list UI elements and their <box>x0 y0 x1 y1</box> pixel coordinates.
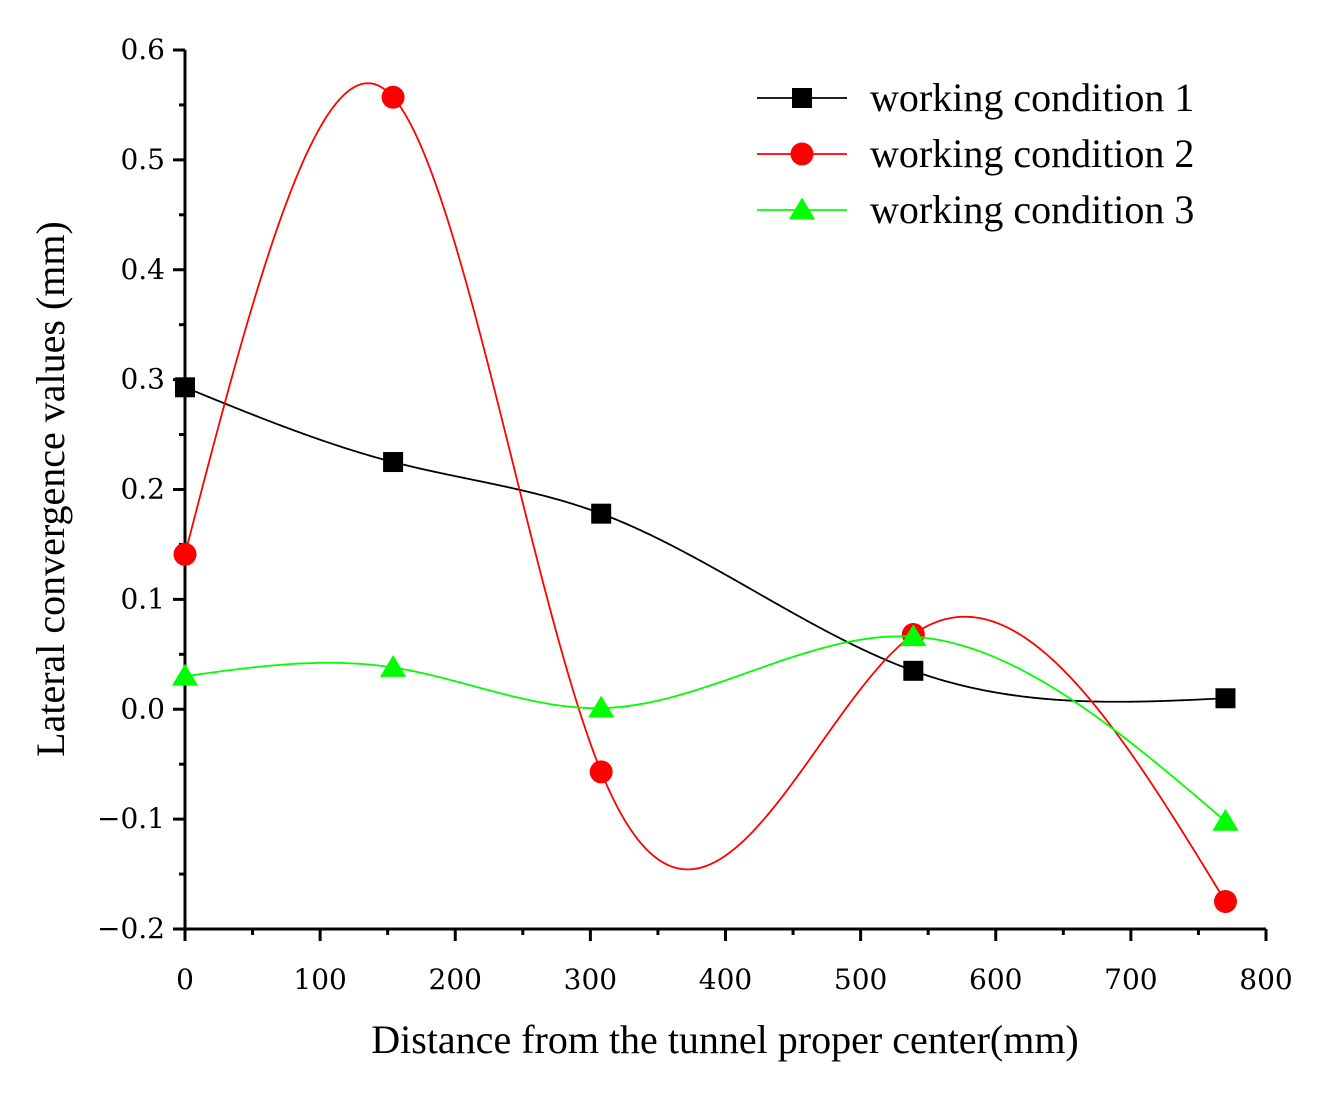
series-1-point <box>383 452 404 473</box>
x-tick-label: 100 <box>293 963 346 996</box>
legend: working condition 1 working condition 2 wo… <box>757 75 1194 232</box>
y-tick-label: 0.0 <box>120 692 165 725</box>
y-tick-label: 0.6 <box>120 33 165 66</box>
legend-label: working condition 1 <box>870 75 1194 120</box>
series-3-point <box>588 695 615 718</box>
x-tick-label: 400 <box>699 963 752 996</box>
x-tick-label: 600 <box>969 963 1022 996</box>
series-3-point <box>171 663 199 686</box>
series-3-line <box>184 635 1227 823</box>
x-tick-label: 0 <box>176 963 194 996</box>
series-1-point <box>1215 688 1236 709</box>
series-2 <box>173 82 1237 914</box>
series-1-point <box>591 503 612 524</box>
x-axis-title: Distance from the tunnel proper center(m… <box>371 1017 1079 1062</box>
legend-marker <box>792 88 812 108</box>
x-tick-label: 200 <box>429 963 482 996</box>
y-tick-label: 0.5 <box>120 143 165 176</box>
series-2-line <box>184 82 1227 902</box>
y-tick-label: 0.2 <box>120 473 165 506</box>
legend-marker <box>788 197 816 220</box>
x-tick-label: 800 <box>1239 963 1292 996</box>
series-1 <box>175 377 1236 709</box>
series-1-point <box>903 660 924 681</box>
x-tick-label: 700 <box>1104 963 1157 996</box>
series-area <box>171 82 1239 914</box>
y-tick-label: −0.2 <box>97 912 165 945</box>
y-axis-title: Lateral convergence values (mm) <box>28 221 73 757</box>
axes: −0.2 −0.1 0.0 0.1 0.2 0.3 0.4 0.5 0.6 0 100 200 300 4… <box>97 33 1293 996</box>
series-2-point <box>589 760 613 784</box>
legend-label: working condition 2 <box>870 131 1194 176</box>
legend-item-1: working condition 1 <box>757 75 1194 120</box>
legend-marker <box>790 142 814 166</box>
legend-item-3: working condition 3 <box>757 187 1194 232</box>
y-tick-label: 0.1 <box>120 582 165 615</box>
series-3-point <box>1212 808 1239 831</box>
series-3 <box>171 624 1239 831</box>
legend-item-2: working condition 2 <box>757 131 1194 176</box>
x-tick-label: 500 <box>834 963 887 996</box>
series-3-point <box>379 654 407 677</box>
series-1-point <box>175 377 195 398</box>
series-2-point <box>381 85 405 109</box>
y-tick-label: 0.4 <box>120 253 165 286</box>
y-tick-label: −0.1 <box>97 802 165 835</box>
series-3-point <box>900 624 927 647</box>
series-2-point <box>1213 890 1237 914</box>
series-2-point <box>173 542 197 566</box>
series-1-line <box>184 386 1226 703</box>
x-tick-label: 300 <box>564 963 617 996</box>
y-tick-label: 0.3 <box>120 363 165 396</box>
legend-label: working condition 3 <box>870 187 1194 232</box>
